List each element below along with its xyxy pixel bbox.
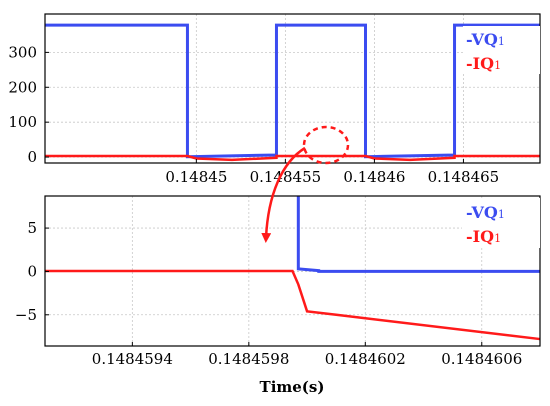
bottom-y-tick-label: −5: [15, 306, 37, 324]
bottom-series-group: [45, 196, 541, 341]
top-series-iq1-line: [45, 154, 540, 162]
bottom-legend-vq1: -VQ1: [466, 203, 505, 222]
bottom-legend: -VQ1 -IQ1: [462, 198, 540, 248]
bottom-series-vq1-line: [296, 196, 540, 273]
bottom-legend-box: [462, 198, 540, 248]
bottom-x-tick-label: 0.1484602: [325, 350, 406, 368]
top-x-tick-label: 0.14845: [165, 168, 227, 186]
bottom-series-iq1-line: [45, 269, 541, 341]
top-legend: -VQ1 -IQ1: [463, 26, 540, 74]
top-x-tick-label: 0.148455: [250, 168, 322, 186]
top-legend-vq1: -VQ1: [466, 30, 505, 49]
top-y-tick-labels: 0 100 200 300: [8, 43, 49, 166]
top-x-tick-labels: 0.14845 0.148455 0.14846 0.148465: [165, 159, 499, 186]
bottom-y-tick-labels: 5 0 −5: [15, 219, 49, 324]
bottom-x-tick-labels: 0.1484594 0.1484598 0.1484602 0.1484606: [92, 342, 522, 368]
top-x-tick-label: 0.148465: [428, 168, 500, 186]
bottom-x-tick-label: 0.1484594: [92, 350, 173, 368]
top-x-tick-label: 0.14846: [343, 168, 405, 186]
bottom-x-tick-label: 0.1484606: [441, 350, 522, 368]
top-y-tick-label: 200: [8, 78, 37, 96]
zoom-highlight-circle: [302, 125, 350, 165]
top-series-group: [45, 23, 540, 162]
bottom-legend-iq1: -IQ1: [466, 227, 501, 246]
zoom-arrow: [261, 146, 306, 243]
top-y-tick-label: 300: [8, 43, 37, 61]
top-legend-iq1: -IQ1: [466, 54, 501, 73]
bottom-y-tick-label: 5: [27, 219, 37, 237]
top-y-tick-label: 0: [27, 148, 37, 166]
top-series-vq1-line: [45, 23, 540, 159]
bottom-y-tick-label: 0: [27, 262, 37, 280]
top-legend-box: [463, 26, 540, 74]
bottom-panel: 5 0 −5 0.1484594 0.1484598 0.1484602 0.148460…: [15, 195, 541, 396]
bottom-x-tick-label: 0.1484598: [208, 350, 289, 368]
top-panel: 0 100 200 300 0.14845 0.148455 0.14846 0.14846…: [8, 13, 541, 186]
top-y-tick-label: 100: [8, 113, 37, 131]
x-axis-title: Time(s): [260, 378, 325, 396]
top-plot-frame: [44, 13, 541, 164]
